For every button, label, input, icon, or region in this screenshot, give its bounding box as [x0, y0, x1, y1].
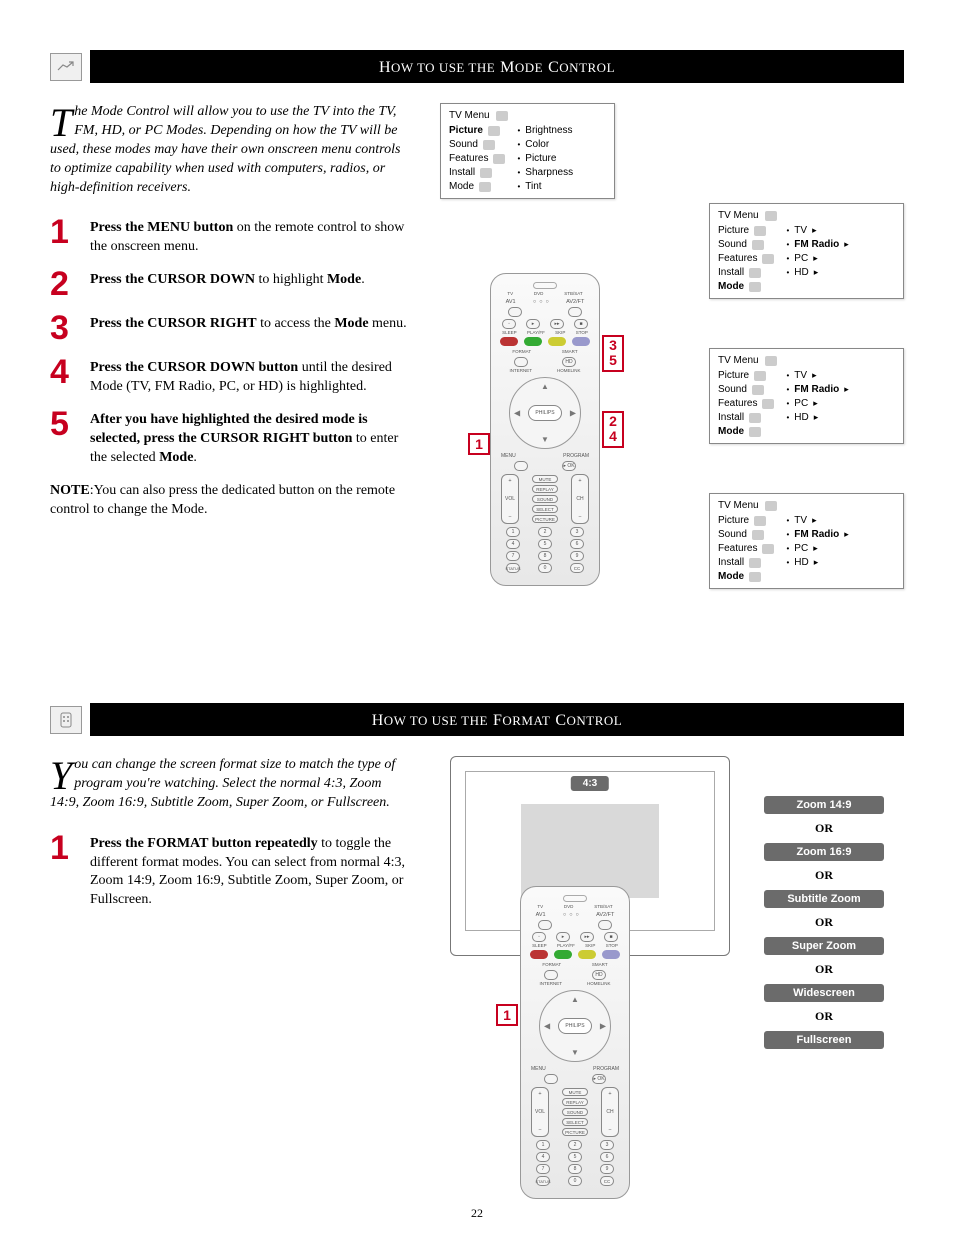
hand-icon: [50, 53, 82, 81]
step-number: 1: [50, 831, 90, 911]
menu-item: Picture: [718, 370, 774, 381]
remote-control-2: TVDVDSTB/SAT AV1○○○AV2/FT ◦▸▸▸■ SLEEPPLA…: [520, 886, 630, 1199]
step-text: Press the CURSOR DOWN button until the d…: [90, 355, 410, 397]
section2-intro: You can change the screen format size to…: [50, 756, 410, 813]
section-header-mode: HOW TO USE THE MODE CONTROL: [50, 50, 904, 83]
menu-item: Install: [449, 167, 505, 178]
menu-item: Picture: [718, 225, 774, 236]
section2-diagram: 4:3 TVDVDSTB/SAT AV1○○○AV2/FT ◦▸▸▸■ SLEE…: [430, 756, 904, 1186]
mode-option: •TV▸: [786, 515, 848, 526]
format-options-stack: Zoom 14:9 OR Zoom 16:9 OR Subtitle Zoom OR Sup…: [754, 796, 894, 1049]
page-number: 22: [50, 1206, 904, 1221]
menu-item: Mode: [449, 181, 505, 192]
menu-item: Sound: [718, 529, 774, 540]
section1-diagram: TV Menu PictureSoundFeaturesInstallMode …: [430, 103, 904, 643]
callout-1: 1: [468, 433, 490, 455]
or-separator: OR: [815, 915, 833, 930]
step-text: Press the MENU button on the remote cont…: [90, 215, 410, 257]
step-number: 3: [50, 311, 90, 345]
section-header-format: HOW TO USE THE FORMAT CONTROL: [50, 703, 904, 736]
menu-item: Sound: [449, 139, 505, 150]
menu-item: Features: [718, 253, 774, 264]
step: 5 After you have highlighted the desired…: [50, 407, 410, 468]
menu-item: Picture: [718, 515, 774, 526]
menu-item: Install: [718, 267, 774, 278]
mode-option: •HD▸: [786, 557, 848, 568]
or-separator: OR: [815, 962, 833, 977]
menu-panel-picture: TV Menu PictureSoundFeaturesInstallMode …: [440, 103, 615, 199]
step-text: Press the CURSOR DOWN to highlight Mode.: [90, 267, 365, 301]
menu-item: Mode: [718, 571, 774, 582]
format-pill: Widescreen: [764, 984, 884, 1002]
section1-intro: The Mode Control will allow you to use t…: [50, 103, 410, 197]
step-number: 5: [50, 407, 90, 468]
step: 3 Press the CURSOR RIGHT to access the M…: [50, 311, 410, 345]
mode-option: •HD▸: [786, 412, 848, 423]
format-pill: Fullscreen: [764, 1031, 884, 1049]
step: 2 Press the CURSOR DOWN to highlight Mod…: [50, 267, 410, 301]
menu-item: Mode: [718, 426, 774, 437]
step-number: 1: [50, 215, 90, 257]
or-separator: OR: [815, 821, 833, 836]
mode-option: •HD▸: [786, 267, 848, 278]
submenu-item: •Picture: [517, 153, 573, 164]
menu-item: Sound: [718, 239, 774, 250]
menu-item: Features: [449, 153, 505, 164]
menu-item: Mode: [718, 281, 774, 292]
submenu-item: •Color: [517, 139, 573, 150]
section-title-2: HOW TO USE THE FORMAT CONTROL: [90, 703, 904, 736]
remote-icon: [50, 706, 82, 734]
or-separator: OR: [815, 1009, 833, 1024]
format-pill: Zoom 14:9: [764, 796, 884, 814]
mode-option: •PC▸: [786, 398, 848, 409]
menu-panel-mode-1: TV Menu PictureSoundFeaturesInstallMode …: [709, 203, 904, 299]
mode-option: •TV▸: [786, 370, 848, 381]
section1-text: The Mode Control will allow you to use t…: [50, 103, 410, 643]
format-badge-4-3: 4:3: [571, 776, 609, 791]
mode-option: •TV▸: [786, 225, 848, 236]
mode-option: •FM Radio▸: [786, 529, 848, 540]
step-text: Press the CURSOR RIGHT to access the Mod…: [90, 311, 407, 345]
format-pill: Super Zoom: [764, 937, 884, 955]
menu-item: Features: [718, 543, 774, 554]
submenu-item: •Tint: [517, 181, 573, 192]
step: 1 Press the MENU button on the remote co…: [50, 215, 410, 257]
menu-panel-mode-3: TV Menu PictureSoundFeaturesInstallMode …: [709, 493, 904, 589]
menu-item: Install: [718, 557, 774, 568]
section1-note: NOTE:You can also press the dedicated bu…: [50, 482, 410, 520]
section2-text: You can change the screen format size to…: [50, 756, 410, 1186]
submenu-item: •Sharpness: [517, 167, 573, 178]
mode-option: •FM Radio▸: [786, 384, 848, 395]
menu-item: Features: [718, 398, 774, 409]
menu-panel-mode-2: TV Menu PictureSoundFeaturesInstallMode …: [709, 348, 904, 444]
submenu-item: •Brightness: [517, 125, 573, 136]
callout-2-4: 2 4: [602, 411, 624, 448]
step-number: 4: [50, 355, 90, 397]
mode-option: •PC▸: [786, 253, 848, 264]
or-separator: OR: [815, 868, 833, 883]
menu-item: Picture: [449, 125, 505, 136]
mode-option: •PC▸: [786, 543, 848, 554]
step: 4 Press the CURSOR DOWN button until the…: [50, 355, 410, 397]
menu-item: Install: [718, 412, 774, 423]
remote-control-1: TVDVDSTB/SAT AV1○○○AV2/FT ◦▸▸▸■ SLEEPPLA…: [490, 273, 600, 586]
format-pill: Subtitle Zoom: [764, 890, 884, 908]
section-title-1: HOW TO USE THE MODE CONTROL: [90, 50, 904, 83]
callout-format-1: 1: [496, 1004, 518, 1026]
menu-item: Sound: [718, 384, 774, 395]
format-pill: Zoom 16:9: [764, 843, 884, 861]
step: 1 Press the FORMAT button repeatedly to …: [50, 831, 410, 911]
step-text: After you have highlighted the desired m…: [90, 407, 410, 468]
mode-option: •FM Radio▸: [786, 239, 848, 250]
step-number: 2: [50, 267, 90, 301]
callout-3-5: 3 5: [602, 335, 624, 372]
step-text: Press the FORMAT button repeatedly to to…: [90, 831, 410, 911]
